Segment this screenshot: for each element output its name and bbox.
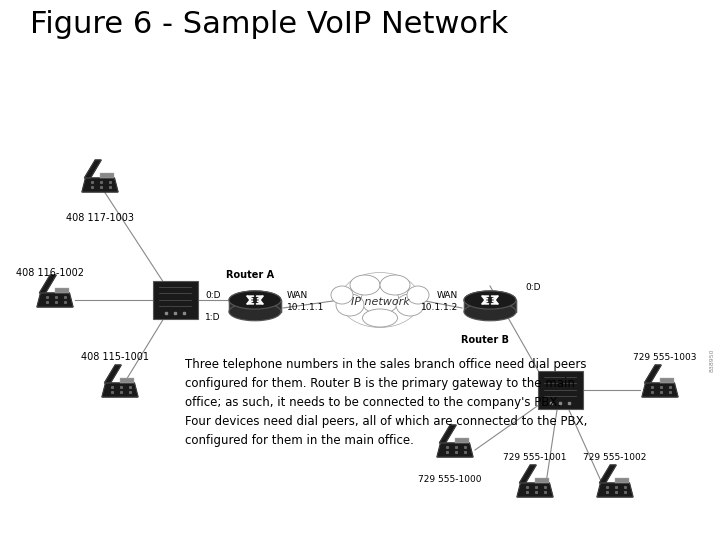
Text: 10.1.1.2: 10.1.1.2	[420, 303, 458, 313]
FancyBboxPatch shape	[100, 173, 114, 178]
Ellipse shape	[396, 294, 424, 316]
Polygon shape	[40, 275, 56, 293]
Polygon shape	[104, 365, 121, 383]
Text: Router B: Router B	[461, 335, 509, 345]
Text: Three telephone numbers in the sales branch office need dial peers
configured fo: Three telephone numbers in the sales bra…	[185, 358, 588, 447]
Text: WAN: WAN	[287, 291, 308, 300]
FancyBboxPatch shape	[615, 478, 629, 483]
Ellipse shape	[380, 275, 410, 295]
Text: 1:D: 1:D	[205, 314, 221, 322]
Polygon shape	[437, 443, 473, 457]
Text: 729 555-1003: 729 555-1003	[634, 353, 697, 362]
Ellipse shape	[229, 291, 281, 309]
Polygon shape	[102, 383, 138, 397]
Ellipse shape	[331, 286, 353, 304]
Ellipse shape	[350, 275, 380, 295]
FancyBboxPatch shape	[538, 371, 582, 409]
Polygon shape	[642, 383, 678, 397]
Ellipse shape	[229, 291, 281, 309]
Text: 0:D: 0:D	[525, 284, 541, 293]
Ellipse shape	[464, 291, 516, 309]
Polygon shape	[84, 160, 102, 178]
Polygon shape	[464, 300, 516, 312]
Ellipse shape	[407, 286, 429, 304]
Text: 838950: 838950	[710, 348, 715, 372]
Text: Router A: Router A	[226, 270, 274, 280]
Text: 408 116-1002: 408 116-1002	[16, 268, 84, 278]
Polygon shape	[517, 483, 553, 497]
Text: 729 555-1002: 729 555-1002	[583, 453, 647, 462]
Polygon shape	[519, 465, 536, 483]
Polygon shape	[597, 483, 633, 497]
Polygon shape	[644, 365, 661, 383]
FancyBboxPatch shape	[455, 438, 469, 443]
Ellipse shape	[361, 286, 399, 314]
FancyBboxPatch shape	[535, 478, 549, 483]
FancyBboxPatch shape	[153, 281, 197, 319]
Text: 729 555-1001: 729 555-1001	[503, 453, 567, 462]
Polygon shape	[229, 300, 281, 312]
Ellipse shape	[464, 302, 516, 321]
Ellipse shape	[464, 291, 516, 309]
Text: WAN: WAN	[437, 291, 458, 300]
Text: 10.1.1.1: 10.1.1.1	[287, 303, 325, 313]
Text: IP network: IP network	[351, 297, 410, 307]
Polygon shape	[439, 425, 456, 443]
Text: 729 555-1000: 729 555-1000	[418, 475, 482, 484]
FancyBboxPatch shape	[55, 288, 69, 293]
Text: Figure 6 - Sample VoIP Network: Figure 6 - Sample VoIP Network	[30, 10, 508, 39]
Polygon shape	[82, 178, 118, 192]
Polygon shape	[599, 465, 616, 483]
Ellipse shape	[362, 309, 397, 327]
FancyBboxPatch shape	[660, 378, 675, 383]
Text: 408 115-1001: 408 115-1001	[81, 352, 149, 362]
Ellipse shape	[336, 294, 364, 316]
Polygon shape	[37, 293, 73, 307]
FancyBboxPatch shape	[120, 378, 135, 383]
Ellipse shape	[229, 302, 281, 321]
Text: 408 117-1003: 408 117-1003	[66, 213, 134, 223]
Text: 0:D: 0:D	[205, 291, 221, 300]
